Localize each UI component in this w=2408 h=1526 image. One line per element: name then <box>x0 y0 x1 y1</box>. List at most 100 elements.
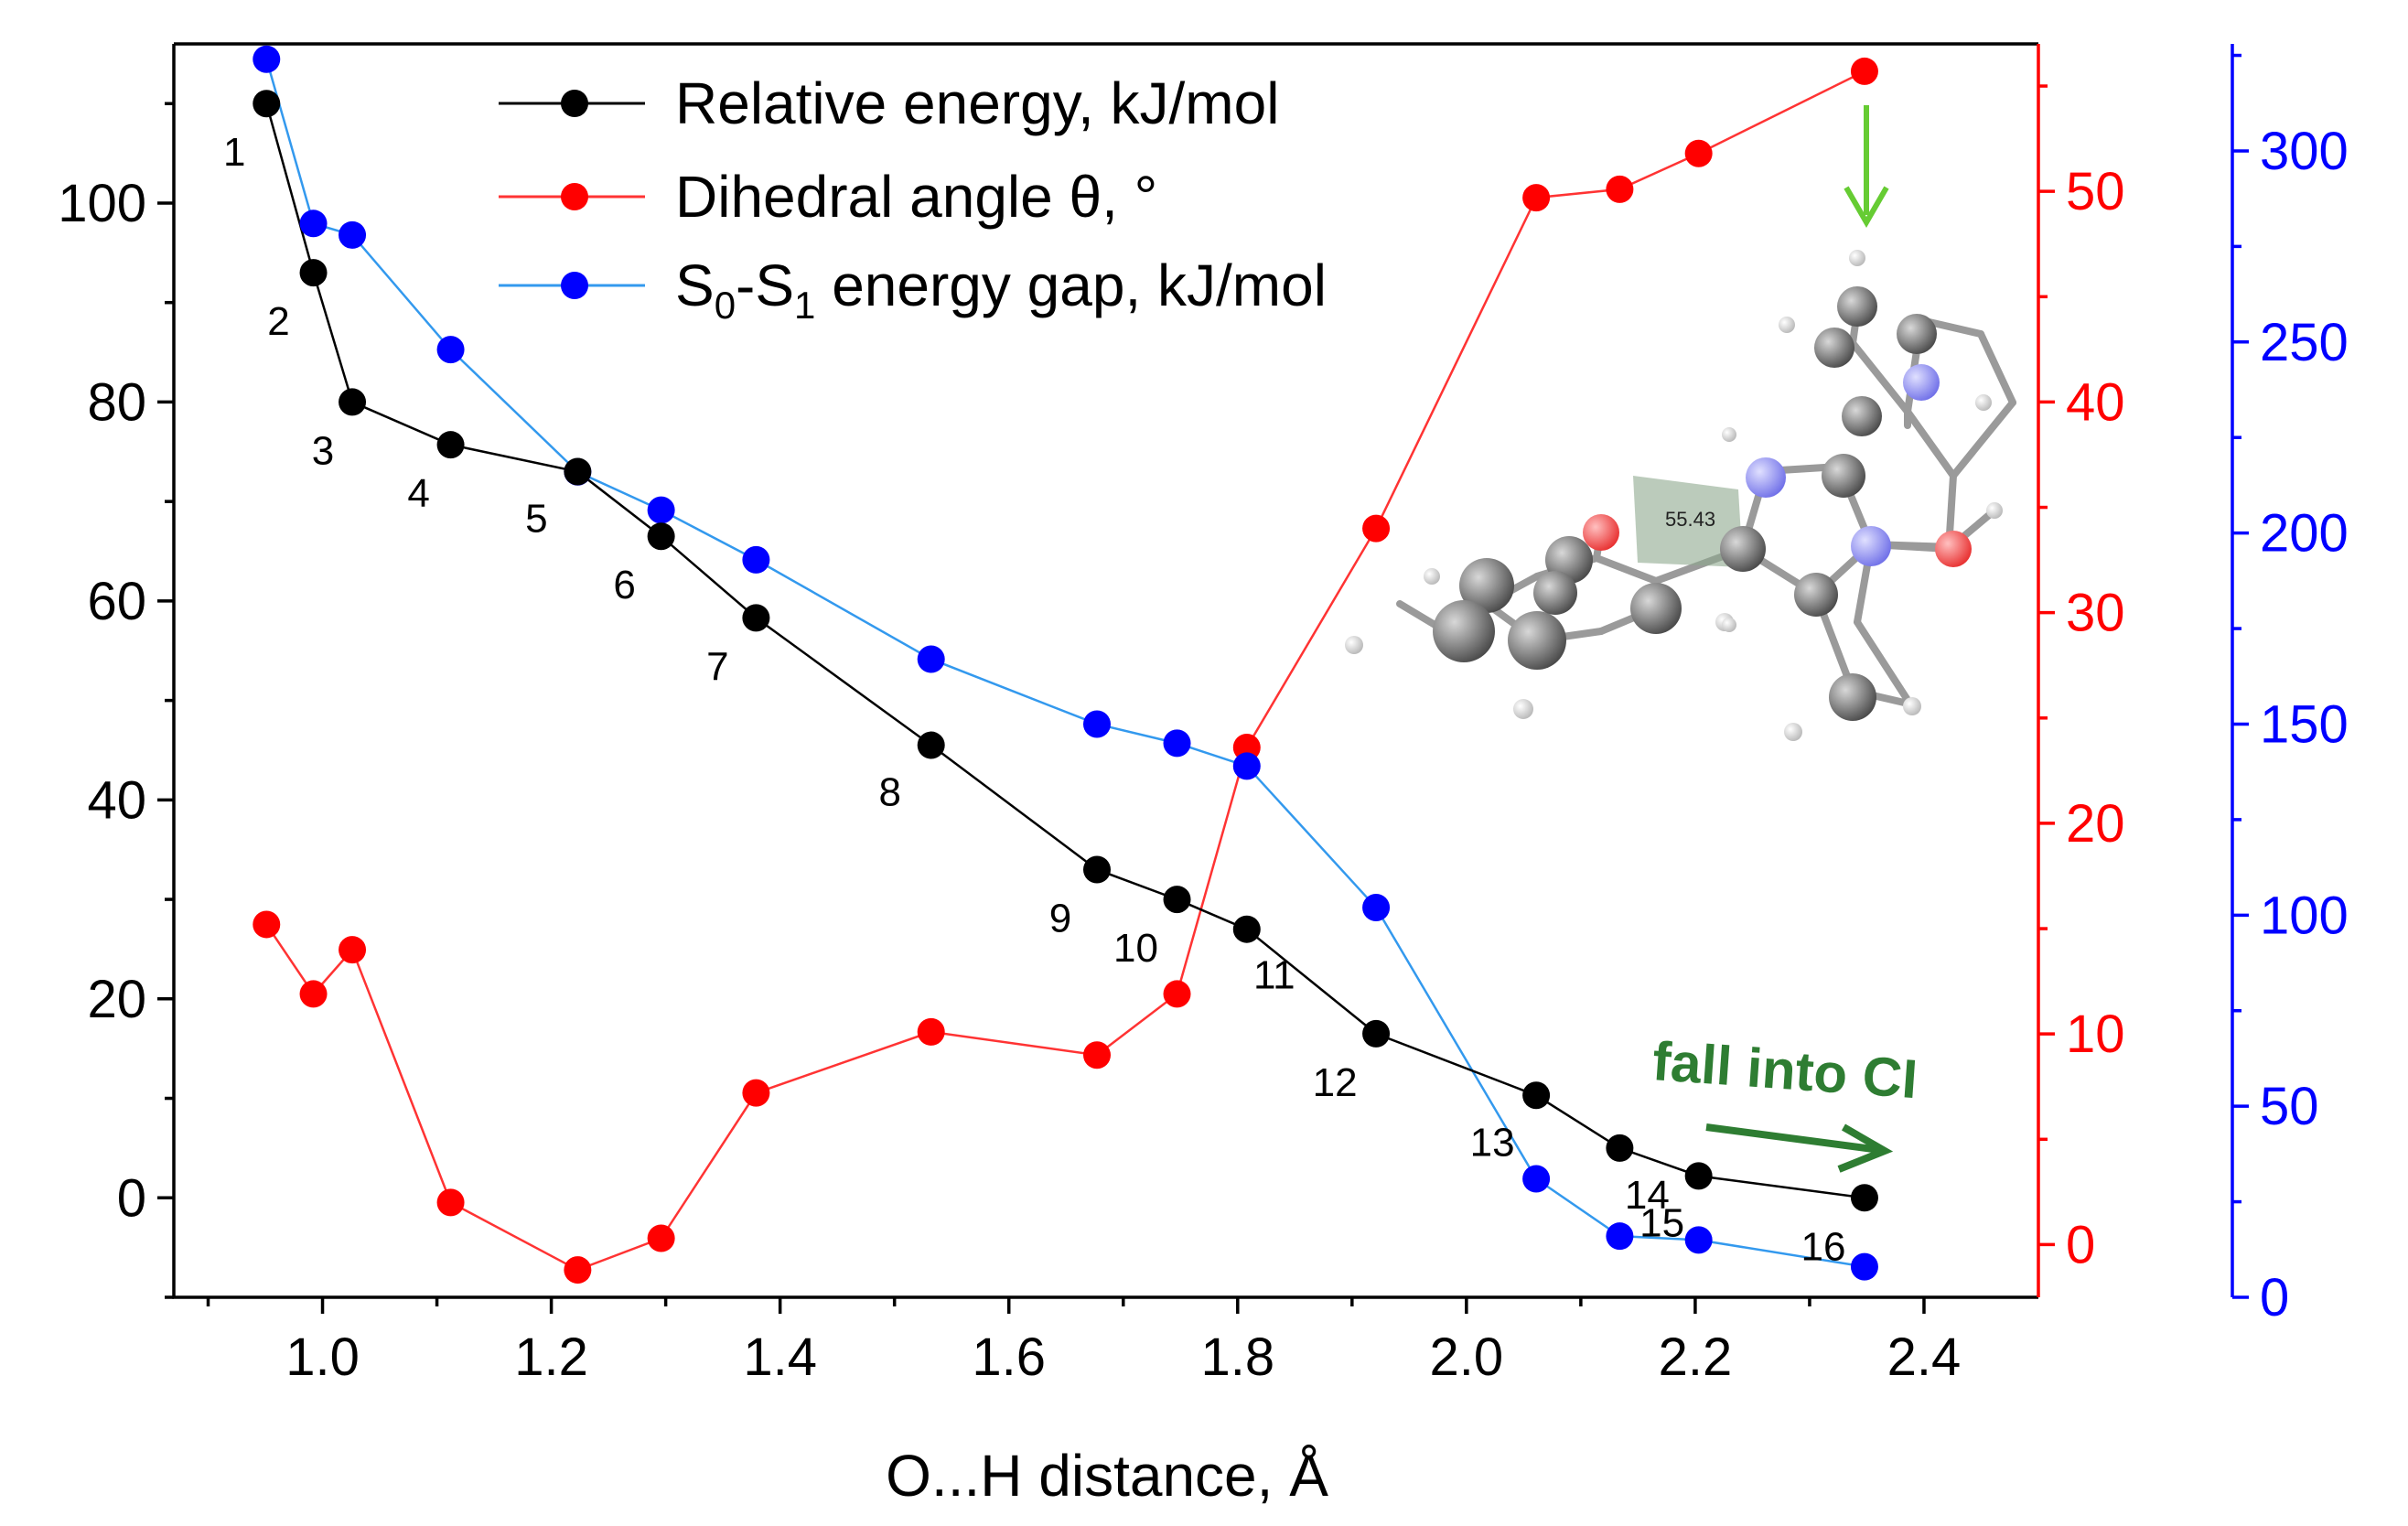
data-point-red-4 <box>436 1188 465 1217</box>
data-point-left-12 <box>1362 1019 1391 1048</box>
series-line-left <box>265 102 1865 1199</box>
blue-y-tick-label: 150 <box>2260 694 2349 754</box>
legend-label-energy-gap: S0-S1 energy gap, kJ/mol <box>675 253 1327 327</box>
series-points <box>253 45 1878 1284</box>
data-point-red-7 <box>742 1079 770 1107</box>
point-number-label: 5 <box>525 497 547 542</box>
data-point-blue-11 <box>1232 752 1261 780</box>
x-tick-label: 1.2 <box>514 1327 588 1387</box>
arrow-down-icon <box>1844 105 1889 228</box>
red-y-tick-label: 0 <box>2066 1215 2095 1274</box>
arrow-right-icon <box>1705 1123 1894 1173</box>
point-number-label: 15 <box>1639 1200 1684 1245</box>
point-number-label: 1 <box>223 130 245 175</box>
blue-y-tick-label: 250 <box>2260 313 2349 372</box>
data-point-blue-4 <box>436 336 465 364</box>
axes: 1.0 1.2 1.4 1.6 1.8 2.0 2.2 2.40204060801000102… <box>58 42 2349 1387</box>
data-point-left-7 <box>742 604 770 632</box>
blue-y-tick-label: 50 <box>2260 1077 2319 1136</box>
x-tick-label: 2.4 <box>1887 1327 1962 1387</box>
data-point-blue-15 <box>1684 1226 1713 1254</box>
left-y-tick-label: 40 <box>87 770 146 830</box>
legend: Relative energy, kJ/mol Dihedral angle θ… <box>499 70 1327 327</box>
data-point-blue-14 <box>1606 1222 1634 1251</box>
point-number-label: 6 <box>613 563 635 607</box>
point-number-label: 8 <box>878 770 900 815</box>
data-point-blue-6 <box>647 496 675 524</box>
data-point-left-9 <box>1082 855 1111 884</box>
data-point-blue-10 <box>1163 729 1191 758</box>
legend-entry-energy-gap: S0-S1 energy gap, kJ/mol <box>499 253 1327 327</box>
data-point-red-1 <box>253 910 281 939</box>
left-y-tick-label: 20 <box>87 970 146 1029</box>
point-number-label: 14 <box>1625 1173 1670 1218</box>
point-number-label: 11 <box>1253 953 1295 998</box>
legend-label-dihedral-angle: Dihedral angle θ, ° <box>675 164 1157 230</box>
data-point-red-5 <box>564 1256 592 1284</box>
x-tick-label: 1.4 <box>743 1327 817 1387</box>
data-point-left-10 <box>1163 886 1191 914</box>
series-line-red <box>265 70 1865 1272</box>
data-point-red-9 <box>1082 1041 1111 1069</box>
data-point-blue-9 <box>1082 710 1111 738</box>
red-y-tick-label: 50 <box>2066 162 2125 221</box>
x-tick-label: 1.6 <box>972 1327 1046 1387</box>
point-number-label: 13 <box>1470 1120 1515 1165</box>
red-y-tick-label: 30 <box>2066 584 2125 643</box>
data-point-left-11 <box>1232 915 1261 943</box>
data-point-left-16 <box>1850 1184 1878 1212</box>
data-point-left-8 <box>917 731 945 759</box>
point-number-label: 12 <box>1313 1060 1358 1105</box>
data-point-red-10 <box>1163 980 1191 1008</box>
blue-y-tick-label: 300 <box>2260 122 2349 181</box>
data-point-left-15 <box>1684 1162 1713 1190</box>
left-y-tick-label: 80 <box>87 372 146 432</box>
data-point-blue-8 <box>917 645 945 673</box>
legend-entry-dihedral-angle: Dihedral angle θ, ° <box>499 164 1157 230</box>
cone-annotation: fall into CI <box>1650 1030 1919 1110</box>
x-tick-label: 1.8 <box>1200 1327 1274 1387</box>
left-y-tick-label: 100 <box>58 174 146 233</box>
series-lines <box>265 59 1865 1272</box>
data-point-red-2 <box>299 980 328 1008</box>
data-point-blue-16 <box>1850 1252 1878 1281</box>
red-y-tick-label: 40 <box>2066 372 2125 432</box>
data-point-red-3 <box>339 936 367 964</box>
x-tick-label: 1.0 <box>285 1327 360 1387</box>
legend-entry-relative-energy: Relative energy, kJ/mol <box>499 70 1279 136</box>
x-tick-label: 2.0 <box>1430 1327 1504 1387</box>
data-point-blue-3 <box>339 220 367 249</box>
data-point-blue-1 <box>253 45 281 73</box>
data-point-red-15 <box>1684 139 1713 167</box>
data-point-left-13 <box>1522 1081 1551 1110</box>
data-point-red-16 <box>1850 57 1878 85</box>
data-point-red-6 <box>647 1224 675 1252</box>
blue-y-tick-label: 0 <box>2260 1268 2289 1327</box>
blue-y-tick-label: 200 <box>2260 504 2349 564</box>
data-point-left-14 <box>1606 1134 1634 1162</box>
left-y-tick-label: 60 <box>87 572 146 631</box>
left-y-tick-label: 0 <box>117 1168 146 1228</box>
point-number-label: 2 <box>267 299 289 344</box>
blue-y-tick-label: 100 <box>2260 886 2349 945</box>
point-number-label: 4 <box>407 471 429 516</box>
data-point-blue-13 <box>1522 1165 1551 1193</box>
x-axis-title: O...H distance, Å <box>886 1443 1328 1509</box>
point-number-label: 7 <box>706 644 728 689</box>
point-number-label: 10 <box>1113 926 1158 971</box>
data-point-red-13 <box>1522 184 1551 212</box>
red-y-tick-label: 10 <box>2066 1005 2125 1064</box>
point-number-label: 16 <box>1801 1224 1845 1269</box>
legend-label-relative-energy: Relative energy, kJ/mol <box>675 70 1279 136</box>
data-point-left-5 <box>564 457 592 486</box>
data-point-blue-12 <box>1362 893 1391 921</box>
data-point-left-3 <box>339 388 367 416</box>
data-point-red-8 <box>917 1017 945 1046</box>
data-point-red-14 <box>1606 175 1634 203</box>
point-number-label: 9 <box>1049 896 1071 940</box>
data-point-left-6 <box>647 522 675 551</box>
molecule-structure-illustration: 55.43 <box>1345 250 2016 741</box>
data-point-left-4 <box>436 431 465 459</box>
